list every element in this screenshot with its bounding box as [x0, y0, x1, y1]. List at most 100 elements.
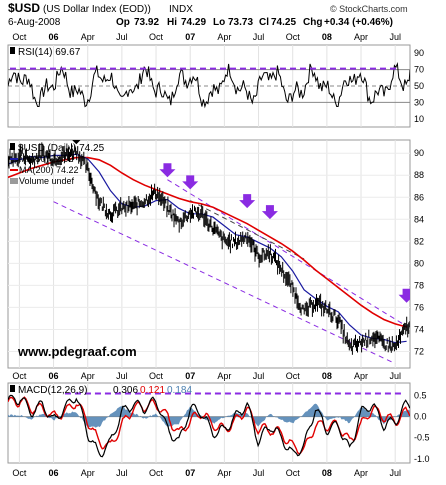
price-tick-label: 74: [414, 324, 424, 334]
macd-tick-label: 0.5: [414, 391, 427, 401]
date: 6-Aug-2008: [8, 17, 61, 28]
rsi-label: RSI(14) 69.67: [18, 47, 81, 58]
x-tick-label: Jul: [116, 32, 128, 42]
symbol: $USD: [8, 1, 40, 15]
branding: © StockCharts.com: [330, 4, 408, 14]
x-tick-label: 08: [322, 32, 332, 42]
x-tick-label: Jul: [389, 468, 401, 478]
x-tick-label: 08: [322, 371, 332, 381]
price-tick-label: 78: [414, 280, 424, 290]
histogram-value: 0.184: [167, 385, 192, 396]
macd-layer: [8, 392, 410, 458]
macd-tick-label: -1.0: [414, 454, 430, 464]
macd-tick-label: 0.0: [414, 412, 427, 422]
symbol-name: (US Dollar Index (EOD)): [43, 4, 151, 15]
x-tick-label: 06: [49, 468, 59, 478]
x-tick-label: Jul: [253, 468, 265, 478]
price-tick-label: 88: [414, 170, 424, 180]
change-value: +0.34 (+0.46%): [324, 17, 393, 28]
ma200-legend-label: MA(200) 74.22: [19, 165, 79, 175]
low-value: 73.73: [228, 17, 253, 28]
macd-histogram: [8, 403, 410, 428]
price-tick-label: 84: [414, 214, 424, 224]
x-tick-label: Jul: [253, 371, 265, 381]
price-tick-label: 80: [414, 258, 424, 268]
macd-legend-swatch: [10, 385, 15, 392]
ma50-legend-label: MA(50) 72.92: [19, 154, 74, 164]
x-tick-label: Jul: [116, 468, 128, 478]
x-tick-label: Apr: [217, 371, 231, 381]
x-tick-label: Apr: [81, 371, 95, 381]
x-tick-label: Apr: [217, 32, 231, 42]
x-tick-label: Oct: [12, 468, 27, 478]
macd-value: 0.306: [113, 385, 138, 396]
x-tick-label: Apr: [354, 468, 368, 478]
open-value: 73.92: [134, 17, 159, 28]
price-legend-swatch: [10, 143, 15, 150]
x-tick-label: Oct: [286, 371, 301, 381]
channel-line: [53, 201, 396, 365]
channel-line: [189, 200, 305, 260]
open-label: Op: [116, 17, 130, 28]
macd-label: MACD(12,26,9): [18, 385, 87, 396]
price-tick-label: 90: [414, 148, 424, 158]
x-tick-label: 07: [185, 32, 195, 42]
x-tick-label: Jul: [116, 371, 128, 381]
x-axis-last: Oct 06 Apr Jul Oct 07 Apr Jul Oct 08 Apr Jul: [12, 468, 401, 478]
x-tick-label: Apr: [81, 32, 95, 42]
price-layer: [8, 140, 410, 365]
x-tick-label: Oct: [149, 32, 164, 42]
x-tick-label: 06: [49, 371, 59, 381]
price-tick-label: 72: [414, 346, 424, 356]
rsi-tick-label: 10: [414, 114, 424, 124]
rsi-tick-label: 90: [414, 48, 424, 58]
rsi-tick-label: 30: [414, 97, 424, 107]
x-tick-label: 08: [322, 468, 332, 478]
x-axis-top: Oct 06 Apr Jul Oct 07 Apr Jul Oct 08 Apr Jul: [12, 32, 401, 42]
price-ticks: 90 88 86 84 82 80 78 76 74 72: [414, 148, 424, 356]
macd-ticks: 0.5 0.0 -0.5 -1.0: [414, 391, 430, 464]
rsi-ticks: 90 70 50 30 10: [414, 48, 424, 124]
macd-line: [8, 394, 410, 458]
arrow-marker: [261, 205, 278, 220]
arrow-marker: [239, 194, 256, 209]
x-tick-label: Apr: [354, 371, 368, 381]
high-value: 74.29: [181, 17, 206, 28]
macd-tick-label: -0.5: [414, 433, 430, 443]
x-tick-label: 06: [49, 32, 59, 42]
ma200-line: [8, 156, 407, 328]
arrow-marker: [159, 163, 176, 178]
low-label: Lo: [213, 17, 225, 28]
x-tick-label: Jul: [389, 32, 401, 42]
x-tick-label: Apr: [217, 468, 231, 478]
change-label: Chg: [303, 17, 322, 28]
exchange: INDX: [169, 4, 193, 15]
signal-value: 0.121: [140, 385, 165, 396]
x-tick-label: Oct: [286, 468, 301, 478]
close-value: 74.25: [271, 17, 296, 28]
rsi-line: [8, 62, 410, 109]
arrow-marker: [398, 288, 410, 303]
rsi-layer: [8, 62, 410, 109]
x-tick-label: Oct: [149, 371, 164, 381]
price-tick-label: 76: [414, 302, 424, 312]
rsi-tick-label: 70: [414, 65, 424, 75]
arrow-marker: [72, 140, 81, 145]
arrow-marker: [182, 175, 199, 190]
x-tick-label: 07: [185, 468, 195, 478]
x-tick-label: Oct: [12, 32, 27, 42]
x-tick-label: Oct: [149, 468, 164, 478]
x-axis-bottom: Oct 06 Apr Jul Oct 07 Apr Jul Oct 08 Apr Jul: [12, 371, 401, 381]
x-tick-label: Jul: [389, 371, 401, 381]
volume-legend-swatch: [10, 178, 18, 184]
high-label: Hi: [167, 17, 177, 28]
x-tick-label: Jul: [253, 32, 265, 42]
price-title: $USD (Daily) 74.25: [18, 143, 105, 154]
price-legend: $USD (Daily) 74.25 MA(50) 72.92 MA(200) …: [10, 143, 105, 186]
x-tick-label: Apr: [354, 32, 368, 42]
macd-legend: MACD(12,26,9) 0.306 0.121 0.184: [10, 385, 192, 396]
watermark: www.pdegraaf.com: [17, 344, 137, 359]
channel-line: [167, 179, 407, 327]
x-tick-label: Oct: [12, 371, 27, 381]
